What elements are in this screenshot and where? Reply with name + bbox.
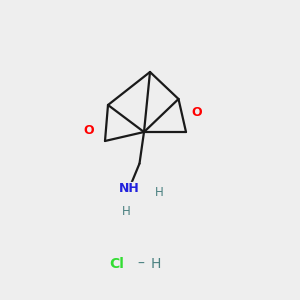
Text: H: H xyxy=(151,257,161,271)
Text: H: H xyxy=(154,185,164,199)
Text: O: O xyxy=(83,124,94,137)
Text: H: H xyxy=(122,205,130,218)
Text: Cl: Cl xyxy=(110,257,124,271)
Text: –: – xyxy=(138,257,144,271)
Text: O: O xyxy=(191,106,202,119)
Text: NH: NH xyxy=(118,182,140,196)
